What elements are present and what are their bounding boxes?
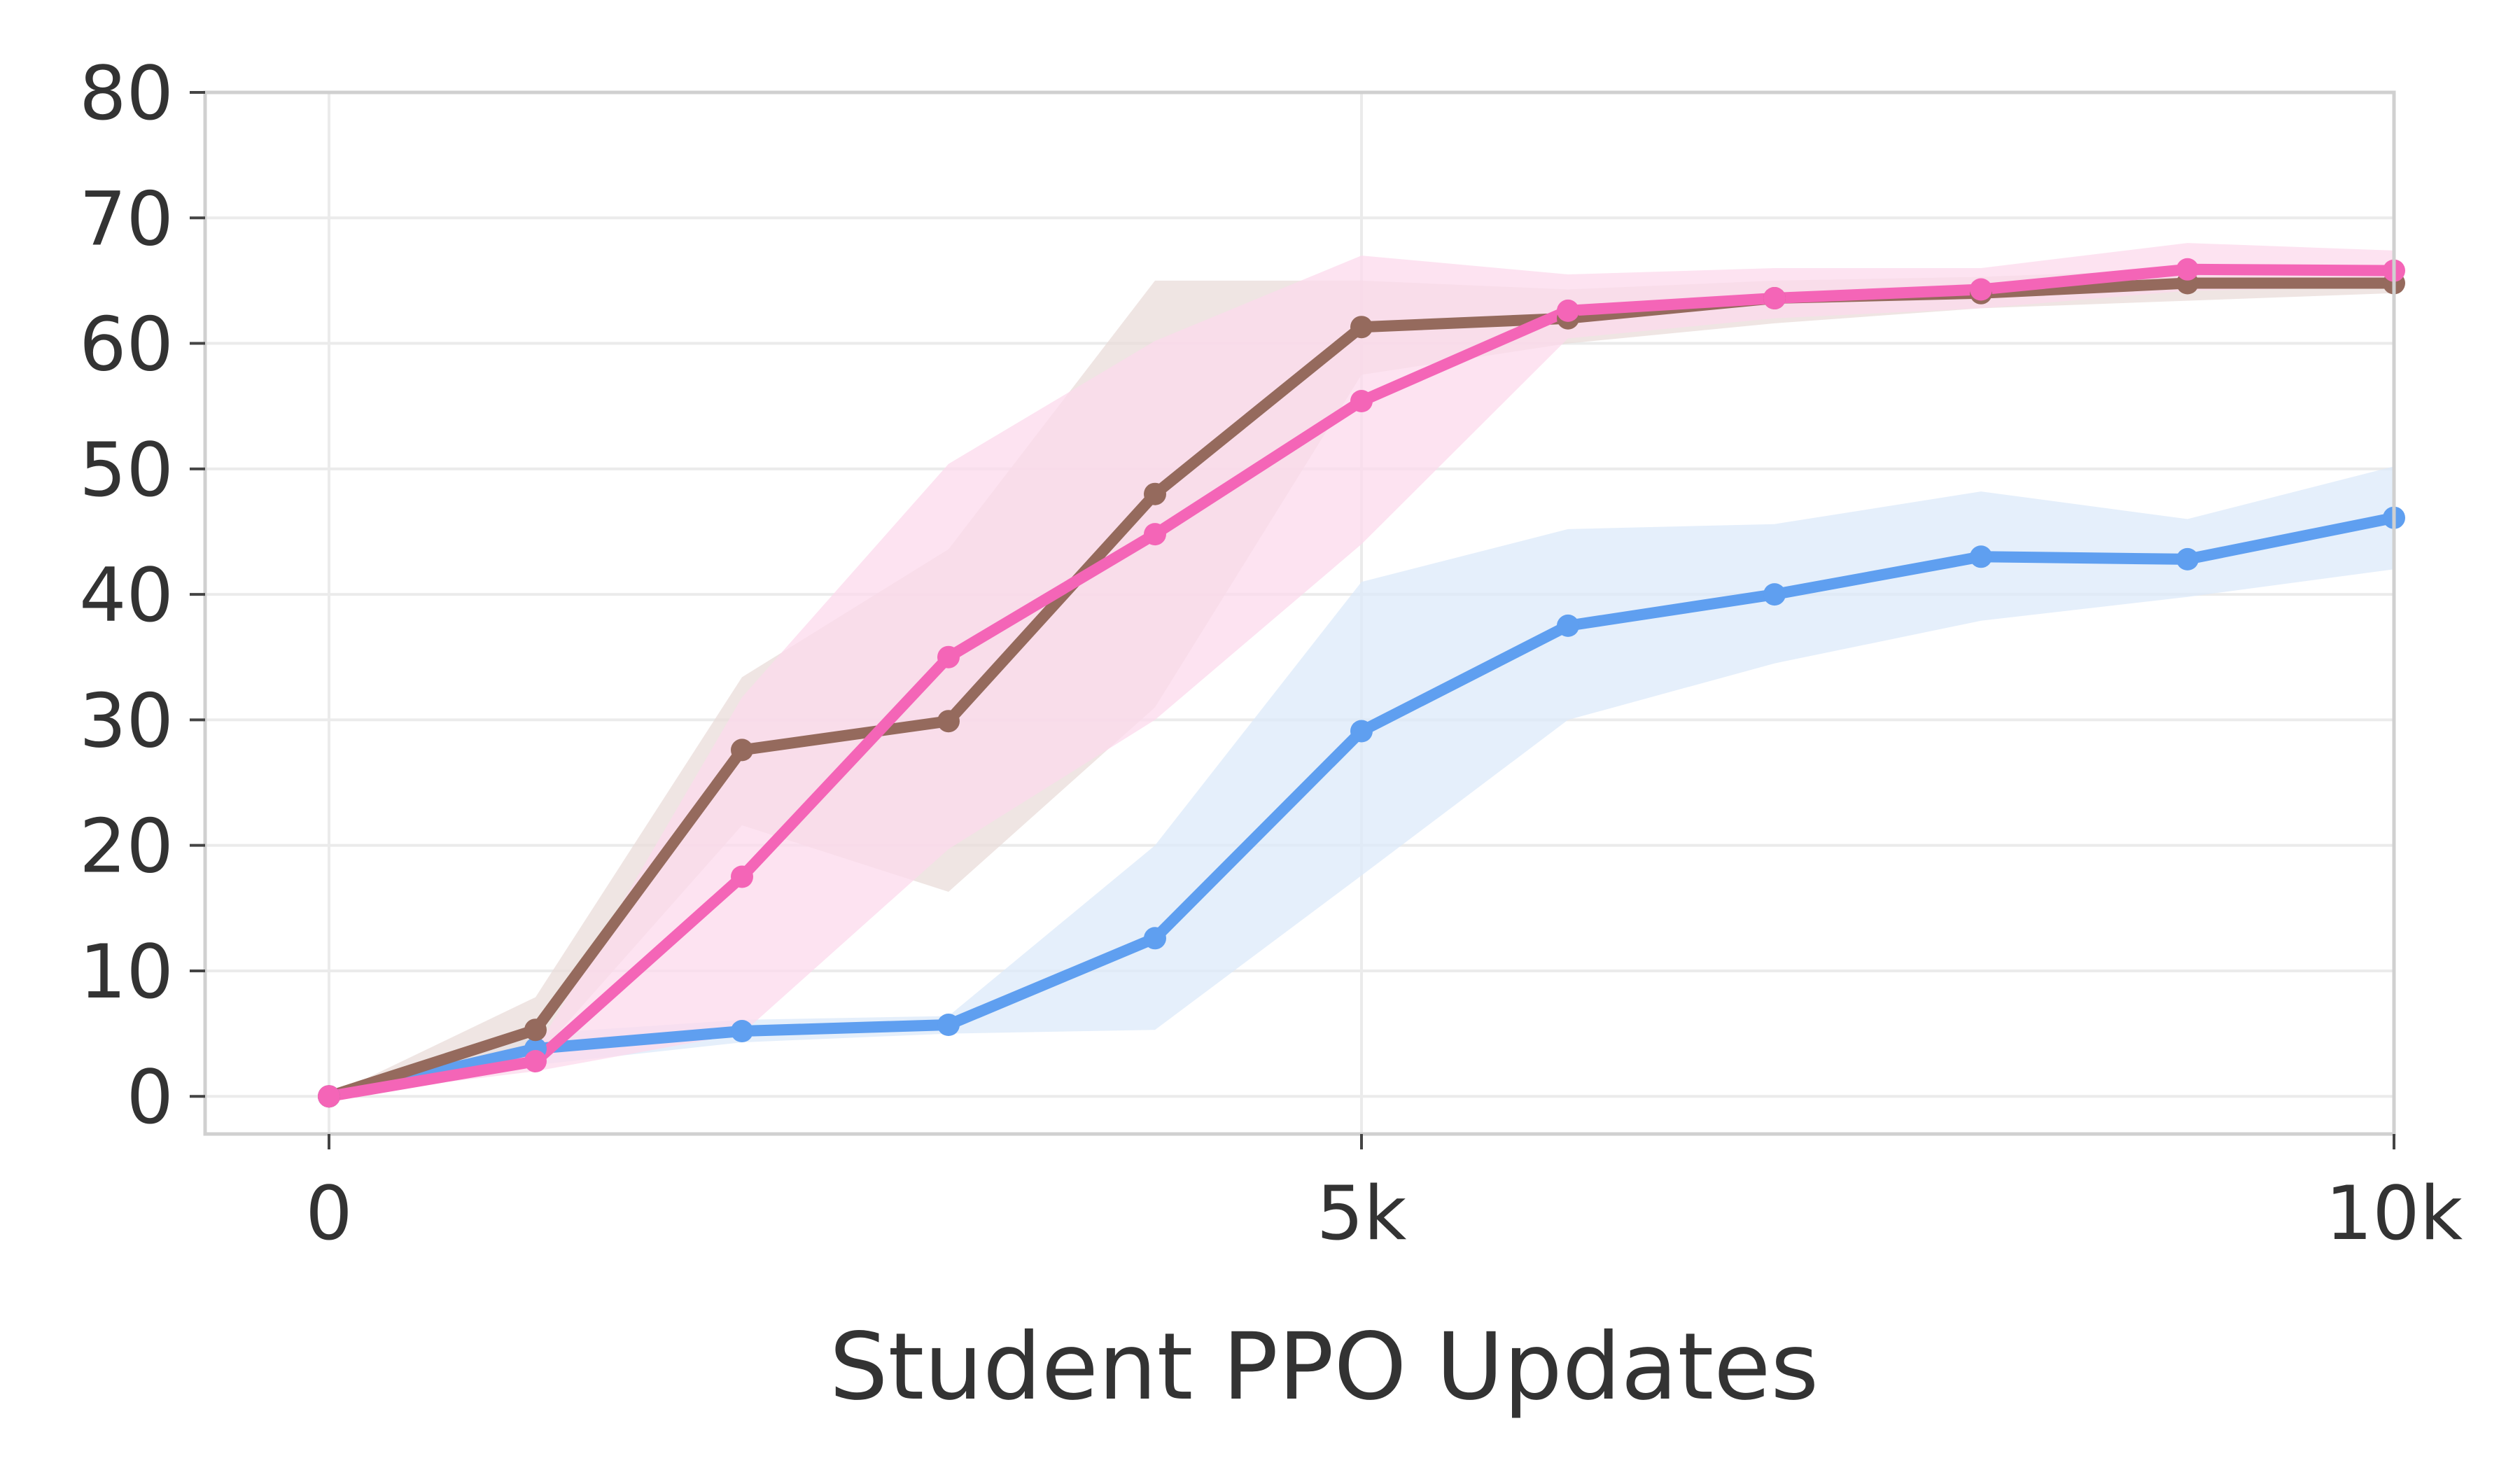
data-point-blue [1144,927,1166,950]
y-axis-tick-labels: 0 10 20 30 40 50 60 70 80 [79,50,174,1140]
data-point-blue [937,1014,960,1036]
data-point-blue [1350,720,1373,743]
data-point-pink [1970,278,1992,301]
data-point-brown [1144,482,1166,505]
y-tick-label: 10 [79,929,174,1015]
y-tick-label: 30 [79,678,174,764]
confidence-bands [329,243,2394,1097]
data-point-pink [1557,299,1579,322]
y-tick-label: 60 [79,302,174,388]
data-point-brown [1350,316,1373,339]
data-point-brown [937,710,960,733]
plot-area-frame [203,90,2396,1136]
series-points [318,258,2405,1108]
y-tick-label: 0 [127,1054,174,1140]
y-tick-label: 80 [79,50,174,136]
data-point-pink [937,645,960,668]
x-axis-tick-labels: 0 5k 10k [305,1170,2463,1256]
data-point-pink [318,1085,340,1108]
data-point-blue [2176,547,2199,570]
y-tick-label: 20 [79,804,174,890]
data-point-blue [1763,583,1786,606]
confidence-band-pink [329,243,2394,1097]
x-tick-label: 5k [1317,1170,1407,1256]
data-point-pink [1350,390,1373,412]
data-point-blue [1557,614,1579,637]
data-point-brown [524,1018,547,1042]
x-axis-title: Student PPO Updates [830,1313,1819,1421]
data-point-pink [524,1050,547,1072]
y-tick-label: 70 [79,176,174,262]
y-tick-label: 50 [79,427,174,513]
data-point-pink [2176,258,2199,281]
confidence-band-blue [329,466,2394,1097]
x-tick-label: 0 [305,1170,352,1256]
data-point-pink [1144,523,1166,546]
data-point-blue [731,1020,753,1042]
confidence-band-brown [329,269,2394,1097]
data-point-pink [1763,287,1786,309]
data-point-pink [731,865,753,888]
data-point-blue [1970,545,1992,568]
data-point-brown [731,738,753,762]
y-tick-label: 40 [79,552,174,638]
axis-ticks [190,91,2395,1149]
x-tick-label: 10k [2325,1170,2463,1256]
